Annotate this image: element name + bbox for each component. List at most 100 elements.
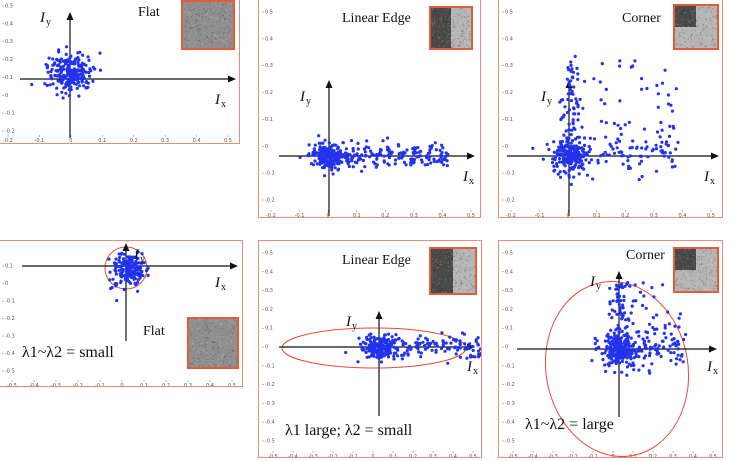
- thumbnail-noise: [191, 328, 193, 330]
- thumbnail-noise: [213, 25, 215, 27]
- data-point: [432, 159, 436, 164]
- data-point: [645, 145, 649, 149]
- data-point: [616, 287, 620, 291]
- data-point: [672, 351, 676, 355]
- thumbnail-noise: [470, 274, 472, 276]
- data-point: [621, 306, 625, 310]
- y-tick-label: -0.2: [265, 198, 275, 204]
- y-tick-label: 0: [5, 281, 8, 287]
- thumbnail-noise: [431, 278, 433, 280]
- thumbnail-noise: [684, 251, 686, 253]
- thumbnail-noise: [698, 41, 700, 43]
- thumbnail-noise: [214, 6, 216, 8]
- thumbnail-noise: [711, 281, 713, 283]
- data-point: [393, 338, 397, 342]
- thumbnail-noise: [443, 26, 445, 28]
- thumbnail-noise: [465, 44, 467, 46]
- thumbnail-noise: [676, 252, 678, 254]
- thumbnail-noise: [198, 30, 200, 32]
- thumbnail-noise: [215, 365, 217, 367]
- thumbnail-noise: [230, 320, 232, 322]
- thumbnail-noise: [437, 31, 439, 33]
- thumbnail-noise: [460, 16, 463, 18]
- thumbnail-noise: [446, 35, 448, 37]
- thumbnail-noise: [463, 10, 465, 12]
- thumbnail-noise: [675, 11, 677, 13]
- data-point: [471, 344, 475, 349]
- y-tick-label: 0.5: [505, 251, 513, 257]
- thumbnail-noise: [684, 273, 686, 275]
- data-point: [306, 153, 310, 158]
- x-tick-label: 0: [371, 454, 374, 458]
- thumbnail-noise: [432, 283, 434, 286]
- thumbnail-noise: [197, 348, 199, 350]
- thumbnail-noise: [441, 276, 444, 279]
- data-point: [426, 346, 430, 350]
- thumbnail-noise: [690, 14, 692, 16]
- thumbnail-noise: [235, 357, 237, 359]
- data-point: [322, 160, 326, 164]
- thumbnail-noise: [230, 356, 232, 358]
- data-point: [618, 306, 623, 310]
- thumbnail-noise: [707, 263, 709, 265]
- x-tick-label: 0.2: [649, 454, 657, 458]
- thumbnail-noise: [212, 352, 214, 355]
- thumbnail-noise: [439, 17, 442, 19]
- data-point: [604, 135, 608, 139]
- thumbnail-noise: [230, 42, 232, 44]
- data-point: [385, 347, 390, 351]
- thumbnail-noise: [696, 8, 698, 10]
- thumbnail-noise: [683, 30, 685, 32]
- thumbnail-noise: [704, 13, 706, 15]
- thumbnail-noise: [196, 364, 198, 366]
- thumbnail-dark-region: [431, 8, 451, 48]
- y-tick-label: 0.1: [505, 117, 513, 123]
- thumbnail-noise: [450, 278, 452, 280]
- thumbnail-noise: [432, 275, 434, 277]
- data-point: [319, 150, 323, 155]
- data-point: [313, 159, 317, 163]
- y-axis-label: I: [133, 247, 140, 263]
- thumbnail-noise: [231, 329, 233, 331]
- thumbnail-noise: [212, 337, 214, 339]
- data-point: [582, 153, 587, 157]
- data-point: [614, 141, 618, 145]
- thumbnail-noise: [698, 289, 700, 291]
- thumbnail-noise: [462, 252, 464, 254]
- thumbnail-noise: [467, 259, 469, 262]
- data-point: [348, 153, 352, 157]
- thumbnail-noise: [190, 9, 192, 11]
- data-point: [66, 58, 70, 62]
- data-point: [392, 341, 396, 345]
- thumbnail-noise: [453, 266, 455, 268]
- thumbnail-noise: [457, 27, 459, 29]
- thumbnail-noise: [699, 263, 701, 265]
- thumbnail-noise: [438, 11, 440, 13]
- data-point: [651, 326, 655, 330]
- data-point: [317, 148, 322, 152]
- thumbnail-noise: [708, 283, 710, 285]
- thumbnail-noise: [431, 38, 433, 40]
- thumbnail-noise: [457, 270, 459, 273]
- data-point: [594, 347, 598, 351]
- data-point: [140, 252, 144, 256]
- thumbnail-noise: [447, 8, 450, 10]
- data-point: [610, 339, 614, 343]
- thumbnail-noise: [195, 19, 197, 21]
- y-tick-label: 0.2: [265, 90, 273, 96]
- thumbnail-dark-region: [675, 6, 696, 27]
- data-point: [617, 353, 621, 357]
- thumbnail-noise: [705, 270, 707, 273]
- data-point: [632, 368, 636, 372]
- data-point: [404, 342, 408, 346]
- thumbnail-noise: [687, 10, 689, 12]
- data-point: [565, 110, 570, 115]
- thumbnail-noise: [694, 260, 696, 262]
- thumbnail-noise: [690, 15, 692, 18]
- thumbnail-noise: [440, 291, 442, 293]
- thumbnail-noise: [445, 266, 447, 268]
- thumbnail-noise: [707, 288, 710, 290]
- thumbnail-noise: [204, 34, 206, 36]
- thumbnail-noise: [692, 11, 694, 13]
- thumbnail-noise: [687, 287, 689, 289]
